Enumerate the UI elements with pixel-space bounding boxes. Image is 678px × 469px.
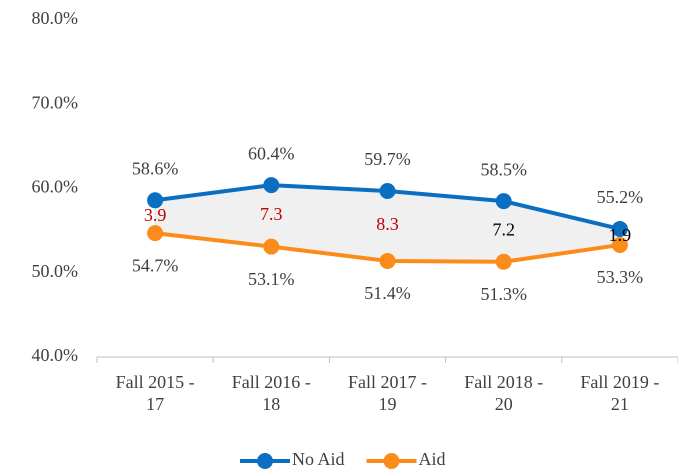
difference-label: 8.3 bbox=[376, 214, 399, 234]
data-label: 53.1% bbox=[248, 269, 295, 289]
point bbox=[263, 238, 280, 255]
x-tick-label: 17 bbox=[146, 394, 164, 414]
difference-label: 7.3 bbox=[260, 204, 283, 224]
data-label: 51.3% bbox=[480, 284, 527, 304]
x-tick-label: Fall 2016 - bbox=[232, 372, 311, 392]
x-tick-label: Fall 2015 - bbox=[116, 372, 195, 392]
x-tick-label: 20 bbox=[495, 394, 513, 414]
point bbox=[379, 183, 396, 200]
point bbox=[611, 220, 628, 237]
y-tick-label: 80.0% bbox=[32, 8, 79, 28]
point bbox=[495, 193, 512, 210]
x-tick-label: 18 bbox=[262, 394, 280, 414]
data-label: 59.7% bbox=[364, 149, 411, 169]
data-label: 53.3% bbox=[597, 267, 644, 287]
x-tick-label: Fall 2019 - bbox=[580, 372, 659, 392]
point bbox=[263, 177, 280, 194]
data-label: 54.7% bbox=[132, 255, 179, 275]
difference-label: 1.9 bbox=[609, 225, 632, 245]
difference-label: 7.2 bbox=[492, 220, 515, 240]
y-tick-label: 70.0% bbox=[32, 92, 79, 112]
legend-label: No Aid bbox=[292, 449, 345, 469]
y-tick-label: 40.0% bbox=[32, 345, 79, 365]
x-tick-label: Fall 2018 - bbox=[464, 372, 543, 392]
x-tick-label: 21 bbox=[611, 394, 629, 414]
data-label: 51.4% bbox=[364, 283, 411, 303]
x-tick-label: Fall 2017 - bbox=[348, 372, 427, 392]
point bbox=[147, 192, 164, 209]
legend-label: Aid bbox=[419, 449, 446, 469]
data-label: 58.6% bbox=[132, 158, 179, 178]
point bbox=[147, 225, 164, 242]
y-tick-label: 50.0% bbox=[32, 261, 79, 281]
point bbox=[379, 252, 396, 269]
difference-label: 3.9 bbox=[144, 205, 167, 225]
y-tick-label: 60.0% bbox=[32, 177, 79, 197]
x-tick-label: 19 bbox=[379, 394, 397, 414]
data-label: 55.2% bbox=[597, 187, 644, 207]
legend-marker bbox=[383, 453, 400, 469]
point bbox=[495, 253, 512, 270]
data-label: 60.4% bbox=[248, 143, 295, 163]
legend-marker bbox=[257, 453, 273, 469]
point bbox=[611, 236, 628, 253]
data-label: 58.5% bbox=[480, 159, 527, 179]
